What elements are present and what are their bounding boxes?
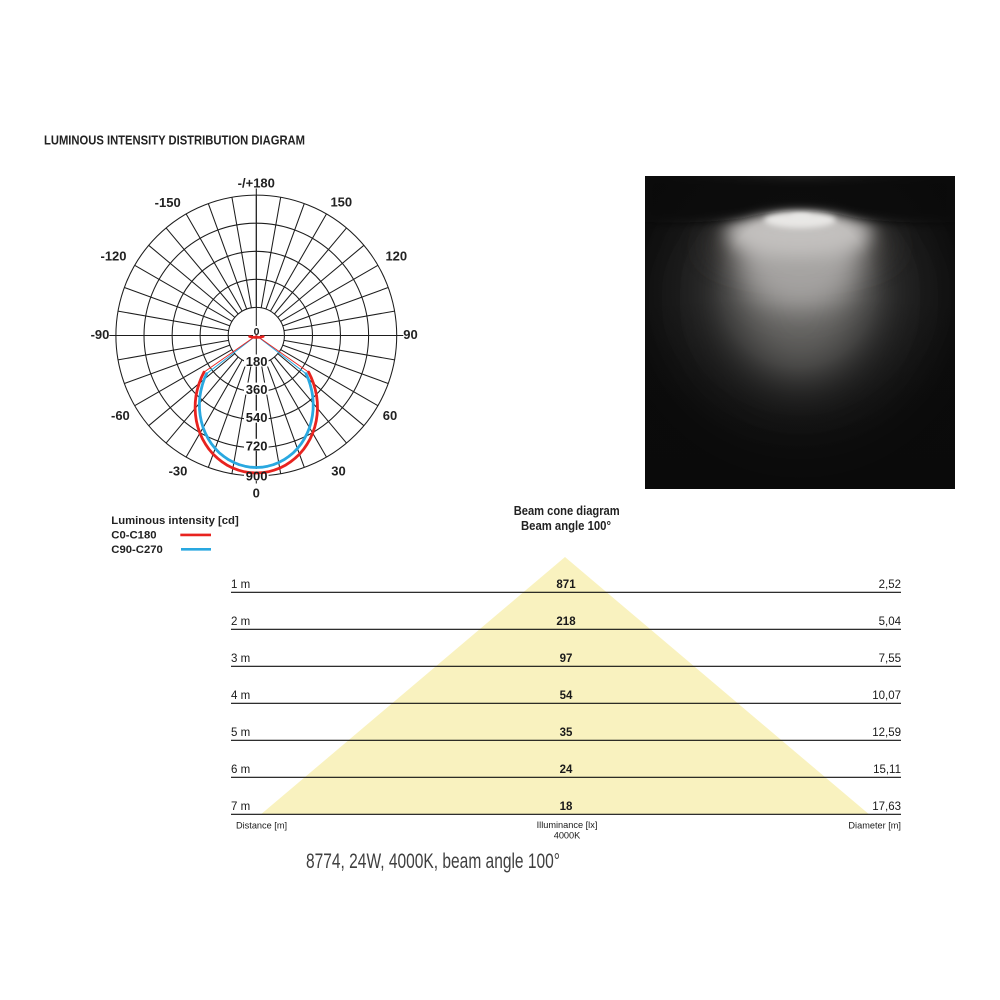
svg-text:-/+180: -/+180	[238, 176, 275, 191]
svg-text:17,63: 17,63	[872, 801, 901, 813]
svg-text:Diameter [m]: Diameter [m]	[848, 821, 901, 831]
svg-text:24: 24	[560, 764, 573, 776]
svg-text:-30: -30	[169, 464, 188, 479]
svg-text:54: 54	[560, 690, 573, 702]
svg-text:6 m: 6 m	[231, 764, 250, 776]
svg-text:Luminous intensity [cd]: Luminous intensity [cd]	[111, 515, 239, 527]
svg-text:900: 900	[246, 468, 268, 483]
svg-text:0: 0	[254, 326, 260, 338]
svg-text:150: 150	[330, 195, 352, 210]
svg-text:1 m: 1 m	[231, 579, 250, 591]
svg-text:5,04: 5,04	[879, 616, 902, 628]
svg-text:12,59: 12,59	[872, 727, 901, 739]
svg-text:871: 871	[556, 579, 576, 591]
svg-text:Beam angle 100°: Beam angle 100°	[521, 518, 611, 533]
svg-text:90: 90	[403, 327, 417, 342]
svg-text:360: 360	[246, 382, 268, 397]
svg-text:35: 35	[560, 727, 573, 739]
svg-text:-60: -60	[111, 408, 130, 423]
svg-text:0: 0	[253, 486, 260, 501]
svg-text:120: 120	[385, 249, 407, 264]
svg-text:30: 30	[331, 464, 345, 479]
svg-text:C90-C270: C90-C270	[111, 544, 163, 556]
svg-text:5 m: 5 m	[231, 727, 250, 739]
svg-text:97: 97	[560, 653, 573, 665]
svg-text:Beam cone diagram: Beam cone diagram	[514, 503, 620, 518]
svg-text:Illuminance [lx]: Illuminance [lx]	[537, 820, 598, 830]
svg-text:218: 218	[556, 616, 576, 628]
svg-text:LUMINOUS INTENSITY DISTRIBUTIO: LUMINOUS INTENSITY DISTRIBUTION DIAGRAM	[44, 133, 305, 148]
svg-text:-120: -120	[100, 249, 126, 264]
svg-text:2 m: 2 m	[231, 616, 250, 628]
svg-text:15,11: 15,11	[873, 764, 901, 776]
svg-text:540: 540	[246, 410, 268, 425]
svg-text:10,07: 10,07	[872, 690, 901, 702]
svg-text:2,52: 2,52	[879, 579, 901, 591]
svg-text:Distance [m]: Distance [m]	[236, 821, 287, 831]
svg-text:C0-C180: C0-C180	[111, 530, 156, 542]
svg-text:3 m: 3 m	[231, 653, 250, 665]
svg-text:18: 18	[560, 801, 573, 813]
svg-text:180: 180	[246, 354, 268, 369]
svg-text:-90: -90	[91, 327, 110, 342]
svg-text:7 m: 7 m	[231, 801, 250, 813]
svg-text:-150: -150	[155, 195, 181, 210]
svg-text:60: 60	[383, 408, 397, 423]
svg-text:720: 720	[246, 438, 268, 453]
svg-text:7,55: 7,55	[879, 653, 901, 665]
svg-text:4000K: 4000K	[554, 831, 581, 841]
svg-text:8774, 24W, 4000K, beam angle 1: 8774, 24W, 4000K, beam angle 100°	[306, 850, 560, 873]
svg-text:4 m: 4 m	[231, 690, 250, 702]
